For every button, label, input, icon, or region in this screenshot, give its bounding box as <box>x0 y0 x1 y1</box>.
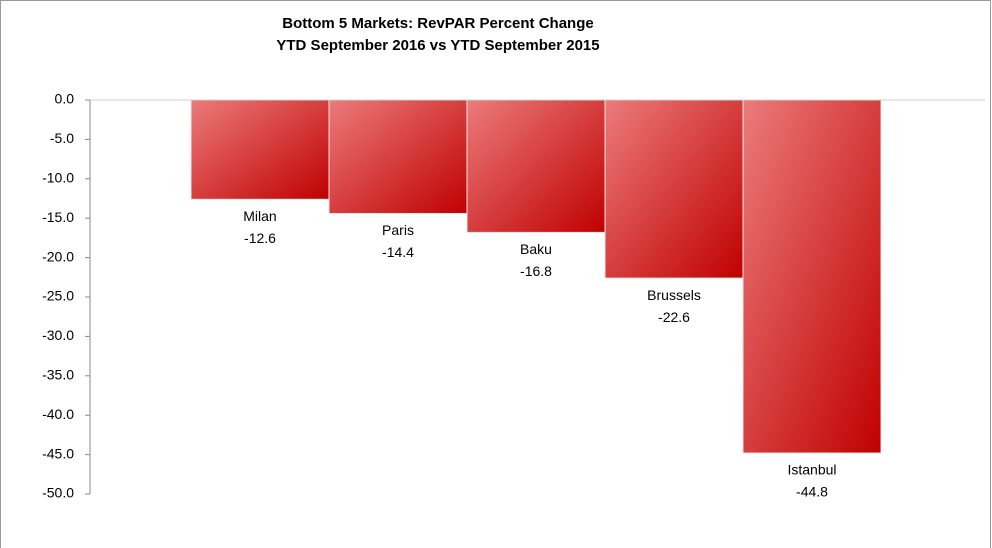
category-label: Brussels <box>647 287 701 303</box>
value-label: -44.8 <box>796 484 828 500</box>
y-tick-label: 0.0 <box>55 91 75 107</box>
bar <box>466 99 606 233</box>
category-label: Istanbul <box>787 462 836 478</box>
category-label: Paris <box>382 222 414 238</box>
y-tick-label: -15.0 <box>42 209 74 225</box>
y-tick-label: -30.0 <box>42 327 74 343</box>
bar <box>328 99 468 214</box>
value-label: -16.8 <box>520 263 552 279</box>
y-tick-label: -20.0 <box>42 248 74 264</box>
y-tick-label: -45.0 <box>42 445 74 461</box>
category-label: Baku <box>520 241 552 257</box>
chart-title: Bottom 5 Markets: RevPAR Percent Change <box>282 15 593 32</box>
y-tick-label: -10.0 <box>42 170 74 186</box>
bar <box>190 99 330 200</box>
y-tick-label: -25.0 <box>42 288 74 304</box>
value-label: -12.6 <box>244 230 276 246</box>
y-tick-label: -40.0 <box>42 406 74 422</box>
bar <box>742 99 882 454</box>
chart-subtitle: YTD September 2016 vs YTD September 2015 <box>276 37 599 54</box>
value-label: -14.4 <box>382 244 414 260</box>
bar <box>604 99 744 279</box>
y-tick-label: -50.0 <box>42 485 74 501</box>
value-label: -22.6 <box>658 309 690 325</box>
y-tick-label: -35.0 <box>42 367 74 383</box>
category-label: Milan <box>243 208 276 224</box>
y-tick-label: -5.0 <box>50 130 74 146</box>
